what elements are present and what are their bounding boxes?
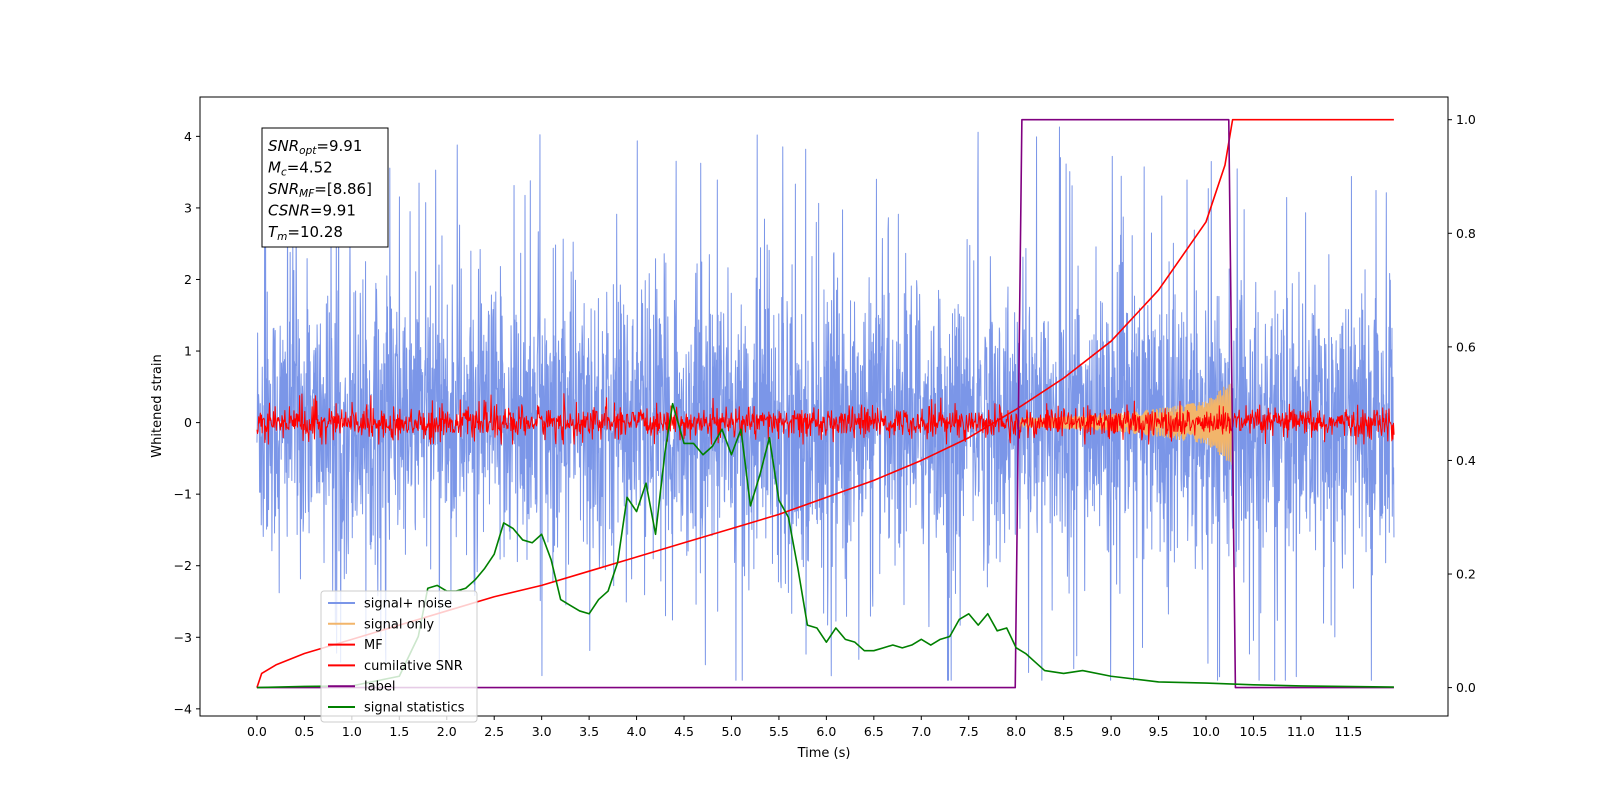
- x-tick-label: 2.0: [437, 724, 457, 739]
- legend-label: MF: [364, 638, 383, 653]
- x-tick-label: 5.5: [769, 724, 789, 739]
- x-tick-label: 3.5: [579, 724, 599, 739]
- x-tick-label: 4.5: [674, 724, 694, 739]
- legend-item-signal-only: signal only: [328, 617, 434, 632]
- annotation-line: CSNR=9.91: [268, 202, 356, 220]
- x-tick-label: 9.5: [1149, 724, 1169, 739]
- x-tick-label: 1.5: [389, 724, 409, 739]
- series-label: [256, 118, 1394, 689]
- y-tick-label: −2: [174, 558, 192, 573]
- y2-tick-label: 1.0: [1456, 112, 1476, 127]
- legend-item-label: label: [328, 680, 395, 695]
- legend-label: label: [364, 680, 395, 695]
- x-tick-label: 7.0: [911, 724, 931, 739]
- x-tick-label: 0.5: [294, 724, 314, 739]
- y2-tick-label: 0.8: [1456, 226, 1476, 241]
- annotation-line: Tm=10.28: [268, 223, 343, 243]
- y2-tick-label: 0.6: [1456, 339, 1476, 354]
- y-tick-label: −3: [174, 630, 192, 645]
- x-axis: 0.0 0.5 1.0 1.5 2.0 2.5 3.0 3.5 4.0 4.5 5.0 5.5 6.0 6…: [247, 716, 1362, 739]
- annotation-line: SNRopt=9.91: [268, 137, 362, 157]
- legend-label: cumilative SNR: [364, 659, 463, 674]
- y-tick-label: 1: [184, 344, 192, 359]
- legend-item-cumilative-snr: cumilative SNR: [328, 659, 463, 674]
- x-tick-label: 2.5: [484, 724, 504, 739]
- y-tick-label: −1: [174, 487, 192, 502]
- x-axis-label: Time (s): [797, 746, 851, 761]
- y-tick-label: 3: [184, 200, 192, 215]
- x-tick-label: 11.0: [1287, 724, 1315, 739]
- x-tick-label: 10.0: [1192, 724, 1220, 739]
- y2-tick-label: 0.2: [1456, 567, 1476, 582]
- legend-label: signal statistics: [364, 701, 465, 716]
- x-tick-label: 6.5: [864, 724, 884, 739]
- legend-item-mf: MF: [328, 638, 383, 653]
- y-axis-right: 1.0 0.8 0.6 0.4 0.2 0.0: [1448, 112, 1476, 695]
- x-tick-label: 6.0: [816, 724, 836, 739]
- y-axis-left: 4 3 2 1 0 −1 −2 −3 −4: [174, 129, 200, 716]
- annotation-frame: [261, 127, 389, 248]
- plot-frame: [199, 96, 1449, 717]
- series-signal-noise: [256, 126, 1395, 681]
- y2-tick-label: 0.0: [1456, 680, 1476, 695]
- x-tick-label: 5.0: [722, 724, 742, 739]
- series-signal-statistics: [256, 402, 1394, 689]
- x-tick-label: 3.0: [532, 724, 552, 739]
- series-mf: [256, 393, 1395, 445]
- y-tick-label: 2: [184, 272, 192, 287]
- y-tick-label: −4: [174, 701, 192, 716]
- x-tick-label: 9.0: [1101, 724, 1121, 739]
- y-axis-label: Whitened strain: [150, 354, 165, 457]
- x-tick-label: 8.5: [1054, 724, 1074, 739]
- annotation-line: SNRMF=[8.86]: [268, 180, 372, 200]
- x-tick-label: 7.5: [959, 724, 979, 739]
- x-tick-label: 1.0: [342, 724, 362, 739]
- y-tick-label: 0: [184, 415, 192, 430]
- y2-tick-label: 0.4: [1456, 453, 1476, 468]
- x-tick-label: 0.0: [247, 724, 267, 739]
- legend-item-signal-noise: signal+ noise: [328, 597, 452, 612]
- x-tick-label: 8.0: [1006, 724, 1026, 739]
- y-tick-label: 4: [184, 129, 192, 144]
- x-tick-label: 11.5: [1334, 724, 1362, 739]
- x-tick-label: 10.5: [1240, 724, 1268, 739]
- x-tick-label: 4.0: [627, 724, 647, 739]
- legend-label: signal+ noise: [364, 597, 452, 612]
- legend: signal+ noise signal only MF cumilative SNR…: [320, 590, 478, 723]
- legend-frame: [320, 590, 478, 723]
- legend-item-signal-statistics: signal statistics: [328, 701, 465, 716]
- legend-label: signal only: [364, 617, 434, 632]
- annotation-line: Mc=4.52: [268, 159, 333, 179]
